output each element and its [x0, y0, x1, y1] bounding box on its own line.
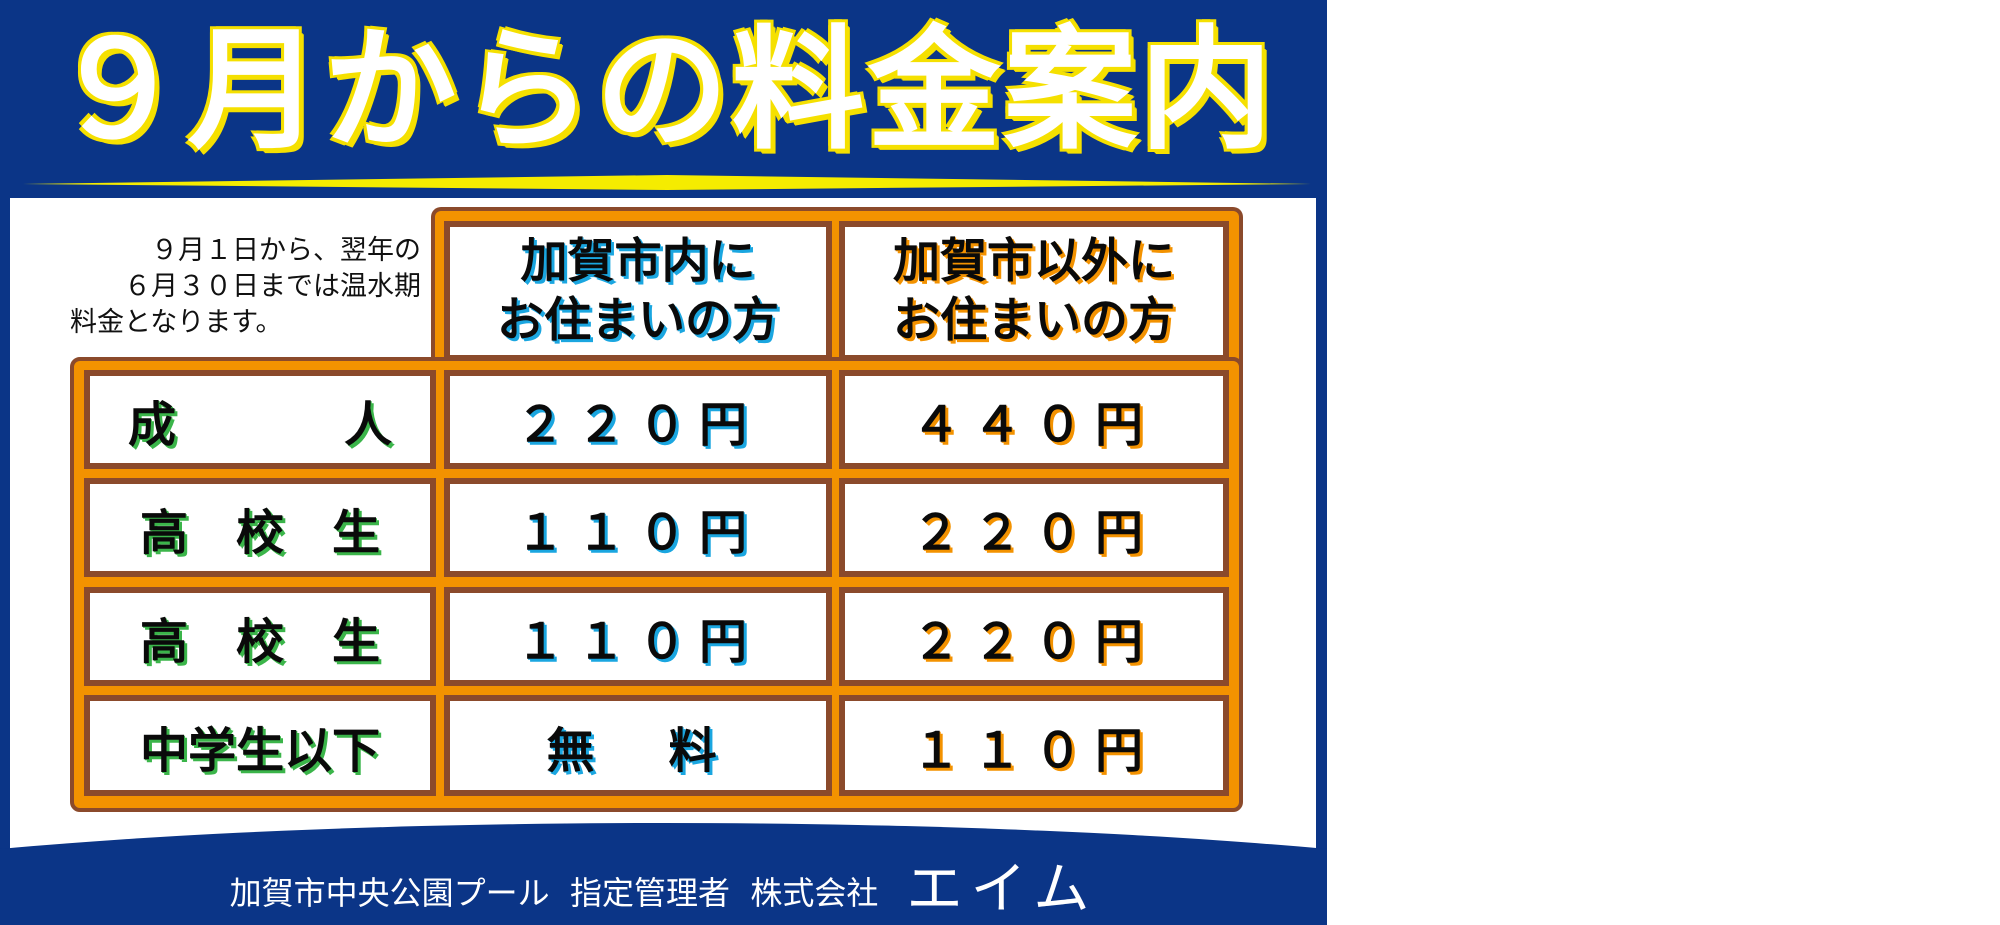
footer: 加賀市中央公園プール 指定管理者 株式会社 エイム — [0, 860, 1327, 920]
company-brand: エイム — [906, 857, 1098, 922]
header-line: お住まいの方 — [497, 293, 779, 348]
row-label-junior-high-and-under: 中学生以下 — [84, 695, 436, 796]
fee-poster: ９月からの料金案内 ９月１日から、翌年の ６月３０日までは温水期 料金となります… — [0, 0, 1327, 925]
note-line: 料金となります。 — [70, 307, 283, 338]
price-non-resident: ４４０円 — [839, 370, 1229, 469]
column-header-resident: 加賀市内に お住まいの方 — [444, 221, 832, 361]
row-label-adult: 成 人 — [84, 370, 436, 469]
row-label-high-school: 高 校 生 — [84, 478, 436, 577]
header-line: お住まいの方 — [893, 293, 1175, 348]
header-line: 加賀市以外に — [893, 234, 1175, 289]
company-label: 株式会社 — [750, 874, 879, 912]
season-note: ９月１日から、翌年の ６月３０日までは温水期 料金となります。 — [70, 233, 421, 341]
price-resident: ２２０円 — [444, 370, 832, 469]
column-header-non-resident: 加賀市以外に お住まいの方 — [839, 221, 1229, 361]
header-line: 加賀市内に — [520, 234, 756, 289]
label-part: 成 — [128, 396, 177, 453]
manager-label: 指定管理者 — [569, 874, 730, 912]
title-underline — [23, 175, 1311, 190]
note-line: ９月１日から、翌年の — [151, 235, 421, 266]
price-resident: １１０円 — [444, 587, 832, 686]
poster-title: ９月からの料金案内 — [51, 14, 1276, 168]
footer-arc — [0, 823, 1327, 925]
price-non-resident: ２２０円 — [839, 587, 1229, 686]
price-non-resident: ２２０円 — [839, 478, 1229, 577]
price-non-resident: １１０円 — [839, 695, 1229, 796]
row-label-high-school: 高 校 生 — [84, 587, 436, 686]
label-part: 人 — [343, 396, 392, 453]
price-resident: 無 料 — [444, 695, 832, 796]
facility-name: 加賀市中央公園プール — [229, 874, 550, 912]
price-resident: １１０円 — [444, 478, 832, 577]
note-line: ６月３０日までは温水期 — [124, 271, 421, 302]
